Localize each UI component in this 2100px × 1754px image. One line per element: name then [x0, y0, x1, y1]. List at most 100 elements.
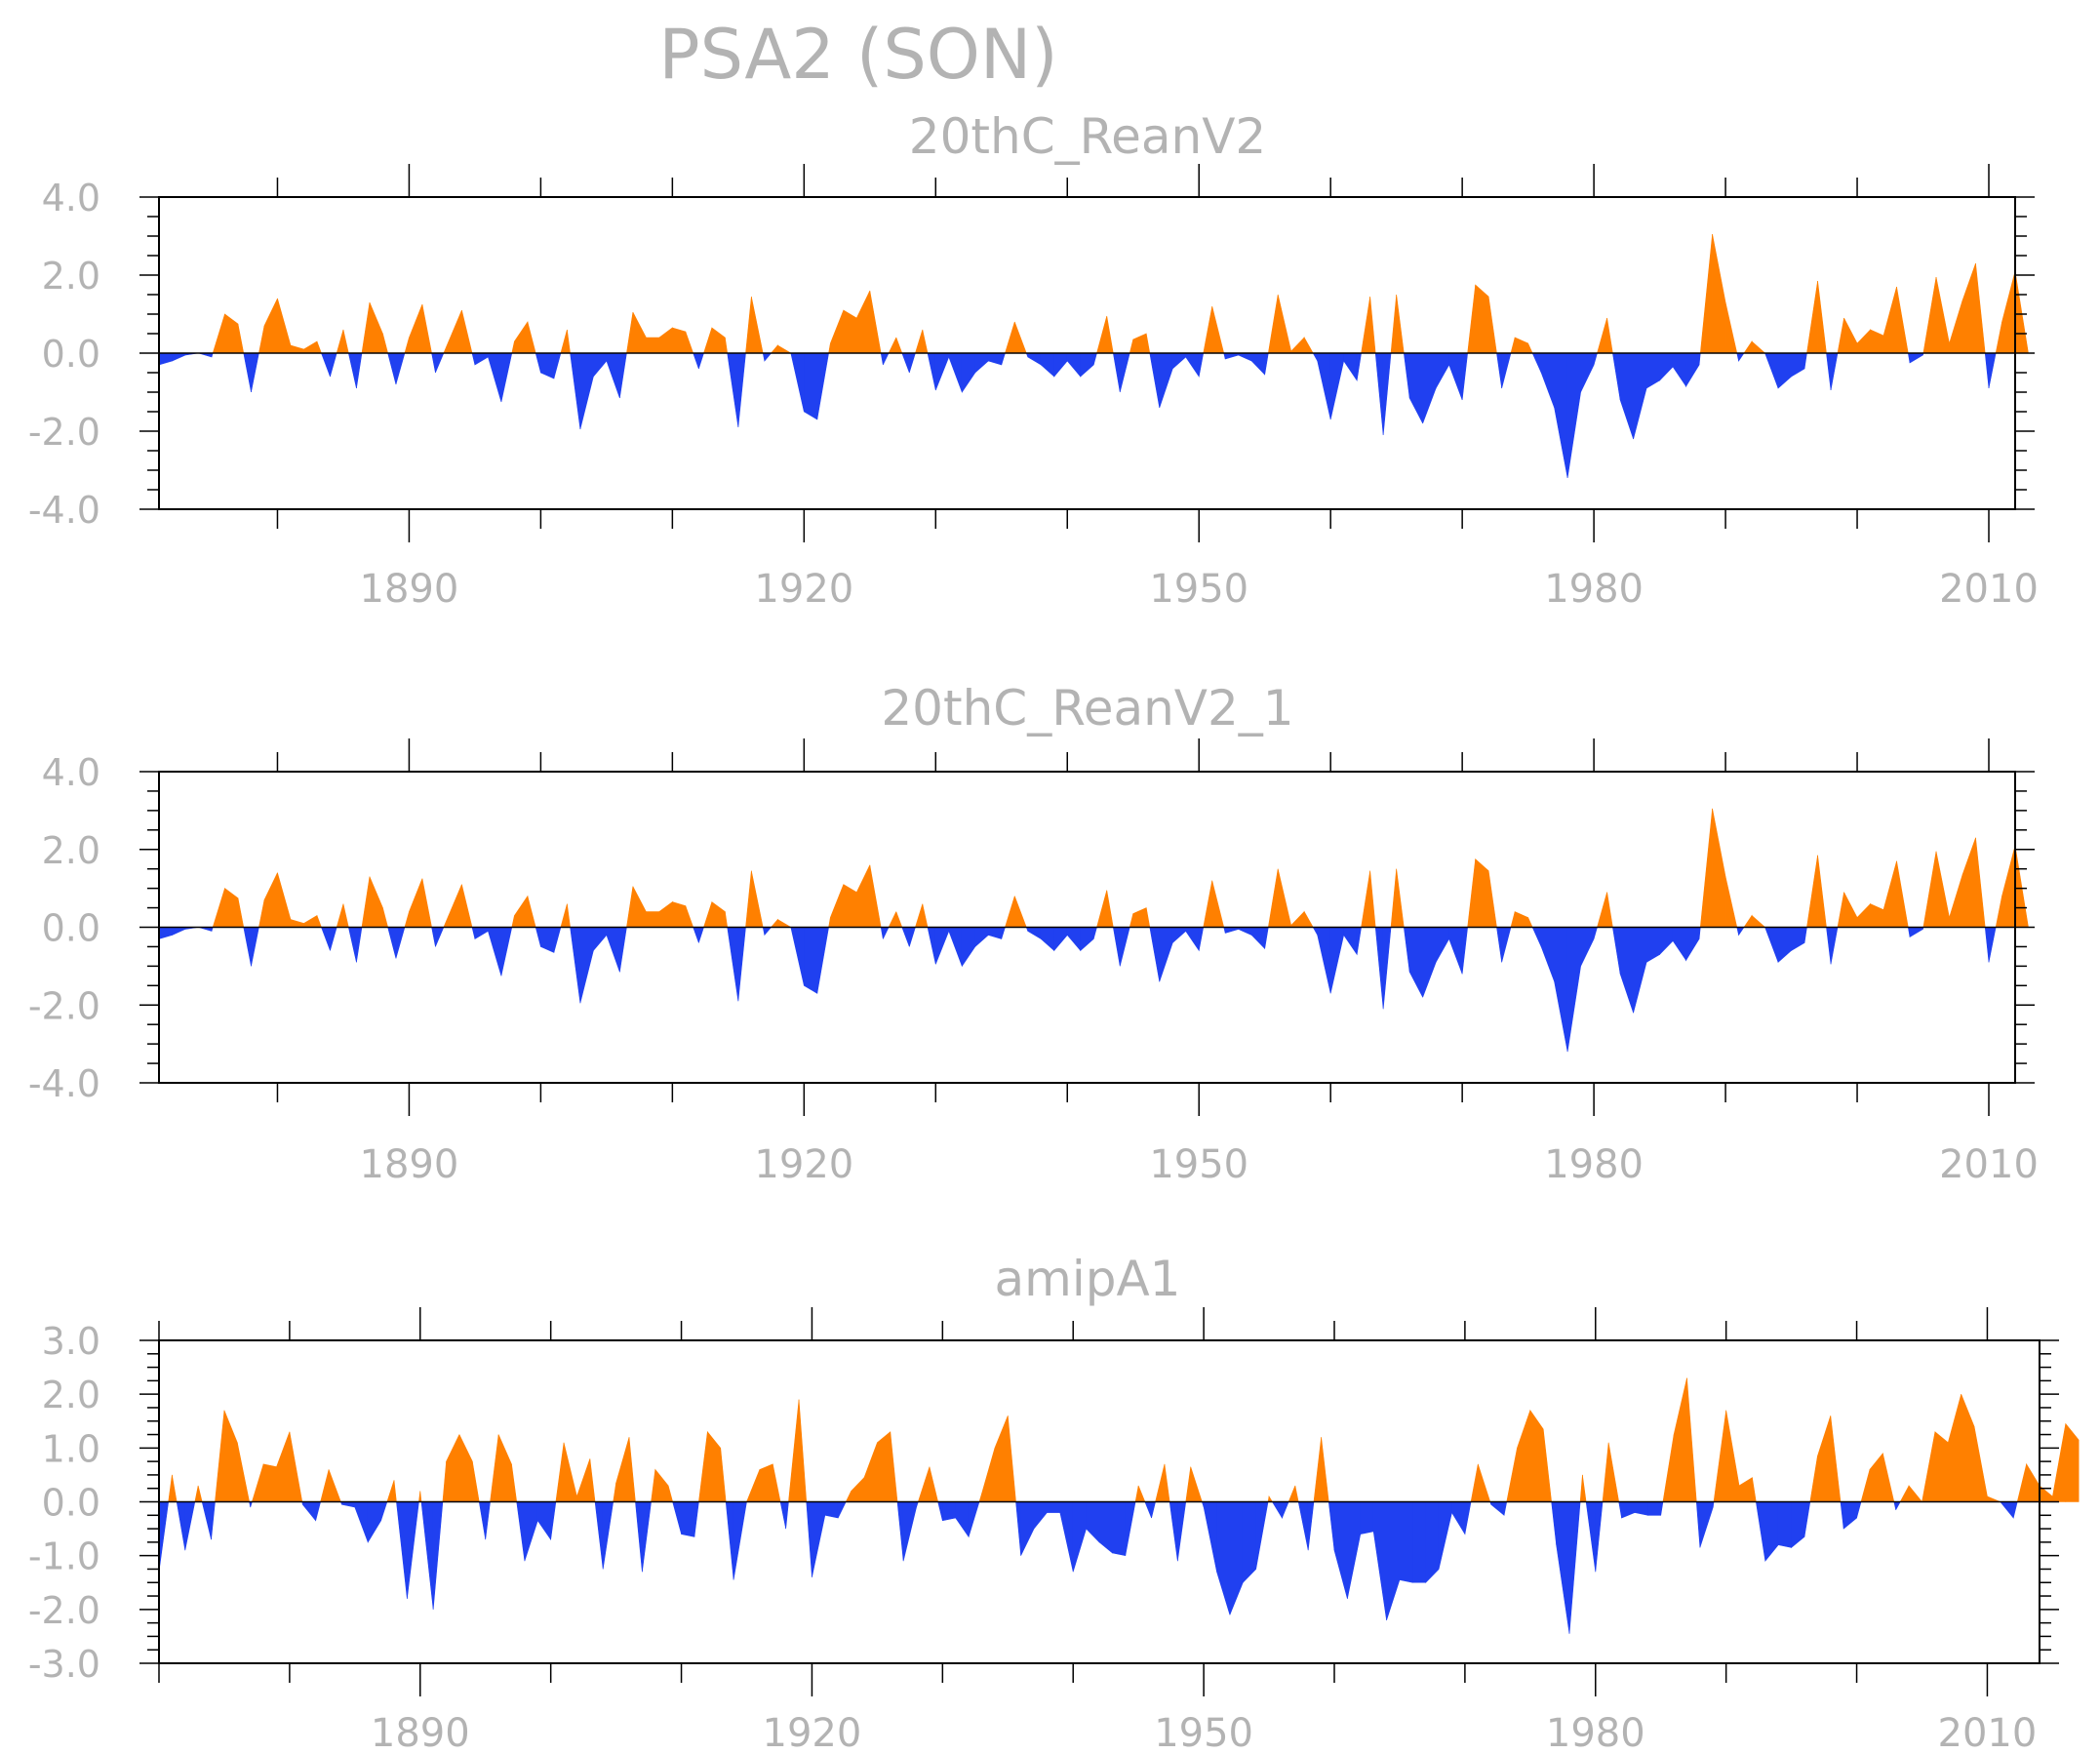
- negative-anomaly-segment: [1112, 927, 1121, 967]
- positive-anomaly-segment: [890, 1431, 898, 1502]
- negative-anomaly-segment: [1777, 352, 1792, 389]
- positive-anomaly-segment: [746, 1469, 761, 1502]
- negative-anomaly-segment: [908, 927, 916, 947]
- negative-anomaly-segment: [485, 1501, 491, 1540]
- negative-anomaly-segment: [1448, 352, 1463, 401]
- negative-anomaly-segment: [1556, 1501, 1570, 1634]
- negative-anomaly-segment: [593, 927, 608, 952]
- positive-anomaly-segment: [1922, 276, 1937, 354]
- negative-anomaly-segment: [1712, 1501, 1715, 1508]
- negative-anomaly-segment: [693, 352, 699, 370]
- positive-anomaly-segment: [1467, 858, 1476, 928]
- positive-anomaly-segment: [336, 329, 344, 354]
- negative-anomaly-segment: [488, 927, 502, 977]
- positive-anomaly-segment: [626, 886, 634, 928]
- positive-anomaly-segment: [843, 309, 857, 354]
- positive-anomaly-segment: [1870, 329, 1884, 354]
- negative-anomaly-segment: [1001, 927, 1006, 939]
- x-tick-label: 2010: [1938, 1711, 2038, 1754]
- positive-anomaly-segment: [277, 298, 292, 354]
- chart-panels: 20thC_ReanV2 4.0 2.0 0.0 -2.0 -4.0 1890 1920 195…: [28, 108, 2080, 1754]
- positive-anomaly-segment: [1164, 1463, 1170, 1502]
- x-tick-label: 1980: [1546, 1711, 1645, 1754]
- negative-anomaly-segment: [1372, 1501, 1387, 1620]
- negative-anomaly-segment: [733, 1501, 747, 1580]
- positive-anomaly-segment: [1145, 907, 1151, 928]
- positive-anomaly-segment: [497, 1434, 512, 1502]
- positive-anomaly-segment: [672, 327, 687, 354]
- positive-anomaly-segment: [1579, 1474, 1583, 1502]
- negative-anomaly-segment: [1791, 352, 1805, 378]
- positive-anomaly-segment: [1961, 837, 1976, 928]
- negative-anomaly-segment: [407, 1501, 419, 1599]
- positive-anomaly-segment: [514, 895, 529, 928]
- positive-anomaly-segment: [527, 321, 536, 354]
- positive-anomaly-segment: [251, 1463, 264, 1502]
- positive-anomaly-segment: [576, 1458, 591, 1502]
- positive-anomaly-segment: [303, 915, 318, 928]
- positive-anomaly-segment: [1743, 340, 1753, 354]
- positive-anomaly-segment: [443, 915, 450, 928]
- negative-anomaly-segment: [1777, 1501, 1792, 1548]
- positive-anomaly-segment: [446, 1434, 460, 1502]
- negative-anomaly-segment: [1895, 1501, 1901, 1510]
- negative-anomaly-segment: [553, 927, 562, 953]
- positive-anomaly-segment: [1597, 317, 1607, 354]
- positive-anomaly-segment: [1607, 1442, 1620, 1502]
- positive-anomaly-segment: [442, 1461, 447, 1502]
- negative-anomaly-segment: [806, 1501, 812, 1577]
- negative-anomaly-segment: [435, 352, 445, 374]
- negative-anomaly-segment: [1585, 1501, 1597, 1573]
- negative-anomaly-segment: [1435, 352, 1449, 390]
- positive-anomaly-segment: [1361, 296, 1370, 354]
- positive-anomaly-segment: [1935, 276, 1950, 354]
- positive-anomaly-segment: [895, 911, 903, 928]
- positive-anomaly-segment: [514, 321, 529, 354]
- negative-anomaly-segment: [1738, 352, 1745, 362]
- negative-anomaly-segment: [824, 1501, 839, 1519]
- positive-anomaly-segment: [751, 870, 764, 928]
- y-tick-label: -4.0: [28, 489, 100, 532]
- positive-anomaly-segment: [845, 1491, 852, 1502]
- positive-anomaly-segment: [409, 303, 423, 354]
- negative-anomaly-segment: [550, 1501, 557, 1540]
- negative-anomaly-segment: [1033, 1501, 1048, 1530]
- negative-anomaly-segment: [387, 352, 397, 385]
- positive-anomaly-segment: [1699, 808, 1713, 928]
- positive-anomaly-segment: [2001, 270, 2016, 354]
- positive-anomaly-segment: [316, 340, 322, 354]
- positive-anomaly-segment: [667, 1485, 674, 1502]
- data-area: [158, 233, 2029, 479]
- x-tick-label: 2010: [1939, 567, 2039, 612]
- negative-anomaly-segment: [606, 352, 620, 399]
- positive-anomaly-segment: [197, 1485, 203, 1502]
- positive-anomaly-segment: [237, 897, 245, 928]
- y-tick-label: 0.0: [42, 907, 100, 950]
- positive-anomaly-segment: [1843, 892, 1858, 928]
- positive-anomaly-segment: [1190, 1466, 1203, 1502]
- negative-anomaly-segment: [1593, 927, 1598, 939]
- negative-anomaly-segment: [570, 352, 581, 430]
- positive-anomaly-segment: [237, 1442, 250, 1502]
- negative-anomaly-segment: [934, 927, 950, 965]
- positive-anomaly-segment: [915, 903, 924, 928]
- positive-anomaly-segment: [262, 1463, 277, 1502]
- negative-anomaly-segment: [431, 927, 436, 947]
- positive-anomaly-segment: [1817, 1415, 1832, 1502]
- positive-anomaly-segment: [707, 1430, 722, 1502]
- positive-anomaly-segment: [1145, 333, 1151, 354]
- positive-anomaly-segment: [336, 903, 344, 928]
- positive-anomaly-segment: [1321, 1437, 1329, 1502]
- negative-anomaly-segment: [570, 927, 581, 1004]
- y-tick-label: 2.0: [42, 1374, 100, 1416]
- positive-anomaly-segment: [1973, 1426, 1988, 1502]
- negative-anomaly-segment: [882, 352, 890, 366]
- positive-anomaly-segment: [922, 903, 929, 928]
- positive-anomaly-segment: [654, 1468, 669, 1502]
- negative-anomaly-segment: [880, 927, 884, 939]
- positive-anomaly-segment: [1662, 1434, 1675, 1502]
- positive-anomaly-segment: [1809, 1455, 1818, 1502]
- negative-anomaly-segment: [1566, 352, 1581, 479]
- negative-anomaly-segment: [1001, 352, 1006, 366]
